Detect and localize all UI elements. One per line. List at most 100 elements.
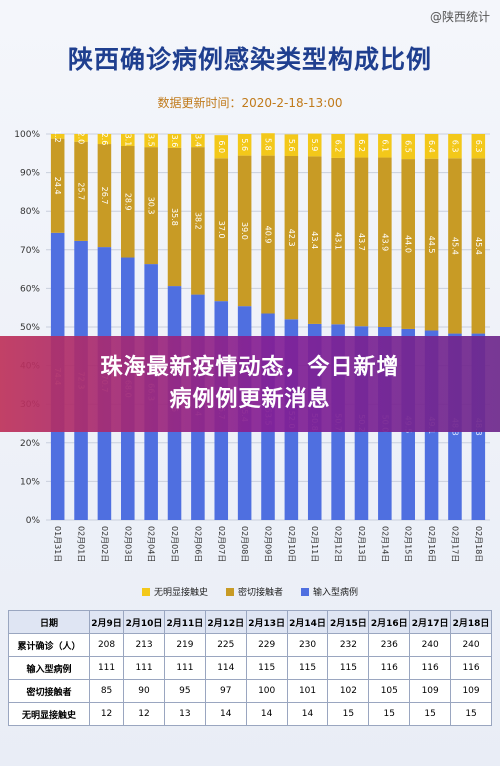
table-header-cell: 2月14日 — [286, 610, 329, 634]
table-cell: 97 — [204, 679, 247, 703]
table-header-row: 日期 2月9日 2月10日 2月11日 2月12日 2月13日 2月14日 2月15日 2月16… — [8, 610, 492, 634]
table-cell: 115 — [286, 656, 329, 680]
data-label: 5.9 — [310, 139, 319, 152]
table-cell: 90 — [123, 679, 165, 703]
x-tick-label: 02月08日 — [240, 526, 249, 562]
table-cell: 14 — [286, 702, 329, 726]
data-label: 40.9 — [264, 226, 273, 244]
legend-label: 密切接触者 — [237, 588, 283, 598]
table-row: 累计确诊（人） 208 213 219 225 229 230 232 236 240 240 — [8, 633, 492, 657]
data-label: 3.5 — [147, 134, 156, 147]
table-cell: 14 — [245, 702, 288, 726]
table-cell: 111 — [163, 656, 206, 680]
legend-swatch — [225, 587, 234, 596]
table-header-cell: 2月16日 — [368, 610, 411, 634]
table-cell: 115 — [245, 656, 288, 680]
data-label: 5.6 — [240, 138, 249, 151]
x-tick-label: 02月05日 — [170, 526, 179, 562]
table-cell: 15 — [450, 702, 492, 726]
x-tick-label: 02月09日 — [264, 526, 273, 562]
table-row: 密切接触者 85 90 95 97 100 101 102 105 109 109 — [8, 679, 492, 703]
row-header-cell: 密切接触者 — [8, 679, 90, 703]
data-label: 3.4 — [193, 134, 202, 147]
bar-segment — [237, 134, 252, 156]
bar-segment — [144, 133, 158, 148]
data-label: 28.9 — [123, 193, 132, 211]
bar-segment — [471, 134, 486, 159]
data-label: 35.8 — [170, 208, 179, 226]
table-cell: 14 — [204, 702, 247, 726]
bar-segment — [307, 156, 322, 324]
data-label: 26.7 — [100, 187, 109, 205]
data-label: 24.4 — [53, 177, 62, 195]
table-cell: 232 — [327, 633, 370, 657]
table-cell: 15 — [368, 702, 411, 726]
legend-item: 输入型病例 — [301, 585, 358, 598]
data-label: 3.1 — [123, 134, 132, 147]
table-header-cell: 2月15日 — [327, 610, 370, 634]
data-label: 38.2 — [193, 212, 202, 230]
table-cell: 105 — [368, 679, 411, 703]
data-label: 42.3 — [287, 229, 296, 247]
table-cell: 15 — [409, 702, 452, 726]
table-cell: 236 — [368, 633, 411, 657]
table-cell: 240 — [450, 633, 492, 657]
bar-segment — [167, 147, 182, 287]
data-label: 2.6 — [100, 133, 109, 146]
bar-segment — [50, 134, 65, 139]
x-tick-label: 02月17日 — [450, 526, 459, 562]
x-tick-label: 02月11日 — [310, 526, 319, 562]
bar-segment — [401, 134, 415, 160]
data-label: 6.3 — [450, 140, 459, 153]
table-row: 无明显接触史 12 12 13 14 14 14 15 15 15 15 — [8, 702, 492, 726]
legend-swatch — [141, 587, 150, 596]
data-label: 39.0 — [240, 222, 249, 240]
overlay-banner: 珠海最新疫情动态，今日新增 病例例更新消息 — [0, 336, 500, 432]
bar-segment — [74, 134, 88, 142]
table-cell: 102 — [327, 679, 370, 703]
table-cell: 213 — [123, 633, 165, 657]
legend-swatch — [301, 587, 309, 596]
data-label: 6.0 — [217, 140, 226, 153]
bar-segment — [144, 147, 158, 265]
legend-label: 无明显接触史 — [153, 588, 208, 598]
table-cell: 219 — [163, 633, 206, 657]
x-tick-label: 02月01日 — [77, 526, 86, 562]
bar-segment — [167, 134, 182, 148]
y-tick-label: 50% — [20, 323, 40, 333]
y-tick-label: 90% — [20, 169, 40, 179]
data-label: 43.9 — [380, 233, 389, 251]
table-cell: 111 — [123, 656, 165, 680]
bar-segment — [378, 134, 392, 158]
data-label: 45.4 — [474, 237, 483, 255]
y-tick-label: 20% — [20, 439, 40, 449]
table-header-cell: 2月9日 — [88, 610, 125, 634]
x-tick-label: 02月13日 — [357, 526, 366, 562]
bar-segment — [331, 134, 345, 158]
legend-label: 输入型病例 — [313, 588, 359, 598]
bar-segment — [284, 134, 299, 157]
x-tick-label: 02月02日 — [100, 526, 109, 562]
table-cell: 115 — [327, 656, 370, 680]
data-label: 43.1 — [334, 232, 343, 250]
bar-segment — [191, 134, 205, 148]
bar-segment — [401, 159, 415, 329]
y-tick-label: 60% — [20, 284, 40, 294]
row-header-cell: 累计确诊（人） — [8, 633, 90, 657]
y-tick-label: 80% — [20, 207, 40, 217]
x-tick-label: 02月06日 — [193, 526, 202, 562]
table-cell: 116 — [368, 656, 411, 680]
bar-segment — [121, 145, 135, 258]
data-label: 43.7 — [357, 233, 366, 251]
update-time: 数据更新时间：2020-2-18-13:00 — [157, 96, 343, 110]
data-label: 6.5 — [404, 140, 413, 153]
bar-segment — [424, 134, 439, 159]
row-header-cell: 输入型病例 — [8, 656, 90, 680]
bar-segment — [448, 134, 462, 159]
data-label: 3.6 — [170, 135, 179, 148]
x-tick-label: 02月18日 — [474, 526, 483, 562]
table-header-cell: 2月18日 — [450, 610, 492, 634]
banner-line-2: 病例例更新消息 — [169, 387, 331, 412]
bar-segment — [74, 141, 88, 241]
data-label: 6.3 — [474, 140, 483, 153]
